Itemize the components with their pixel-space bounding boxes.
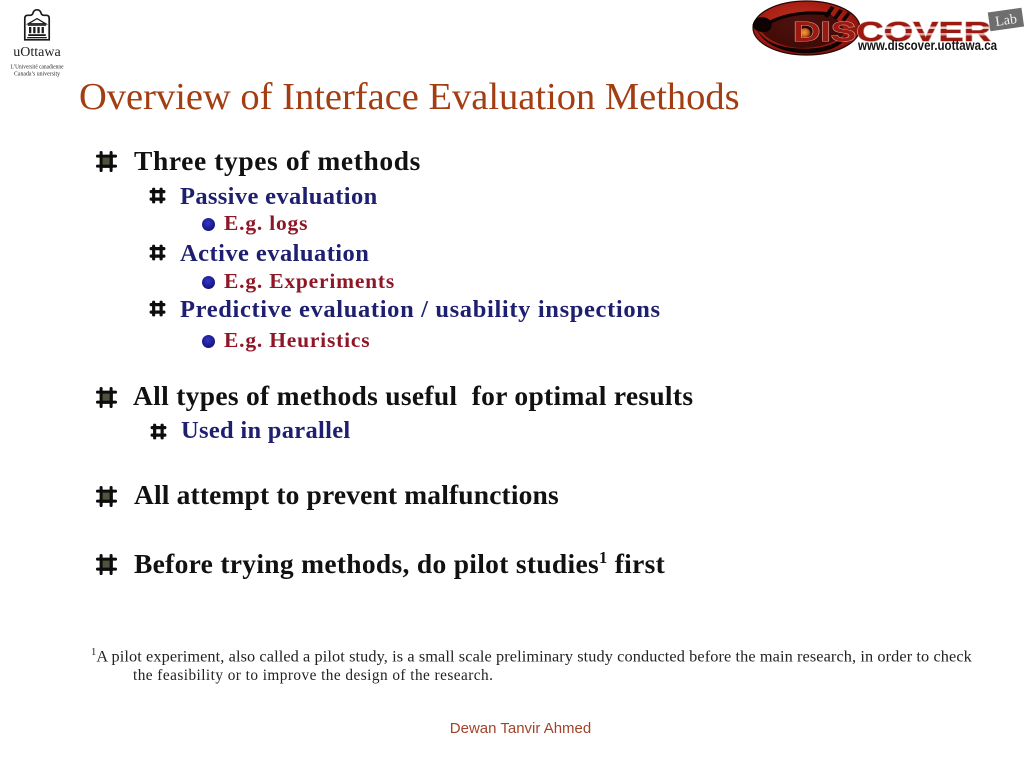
svg-text:uOttawa: uOttawa xyxy=(13,45,61,60)
svg-text:Canada’s university: Canada’s university xyxy=(14,71,61,78)
svg-text:L’Université canadienne: L’Université canadienne xyxy=(11,64,64,71)
svg-text:DISCOVER: DISCOVER xyxy=(793,16,991,47)
svg-text:www.discover.uottawa.ca: www.discover.uottawa.ca xyxy=(857,38,997,53)
svg-text:Lab: Lab xyxy=(994,12,1018,30)
